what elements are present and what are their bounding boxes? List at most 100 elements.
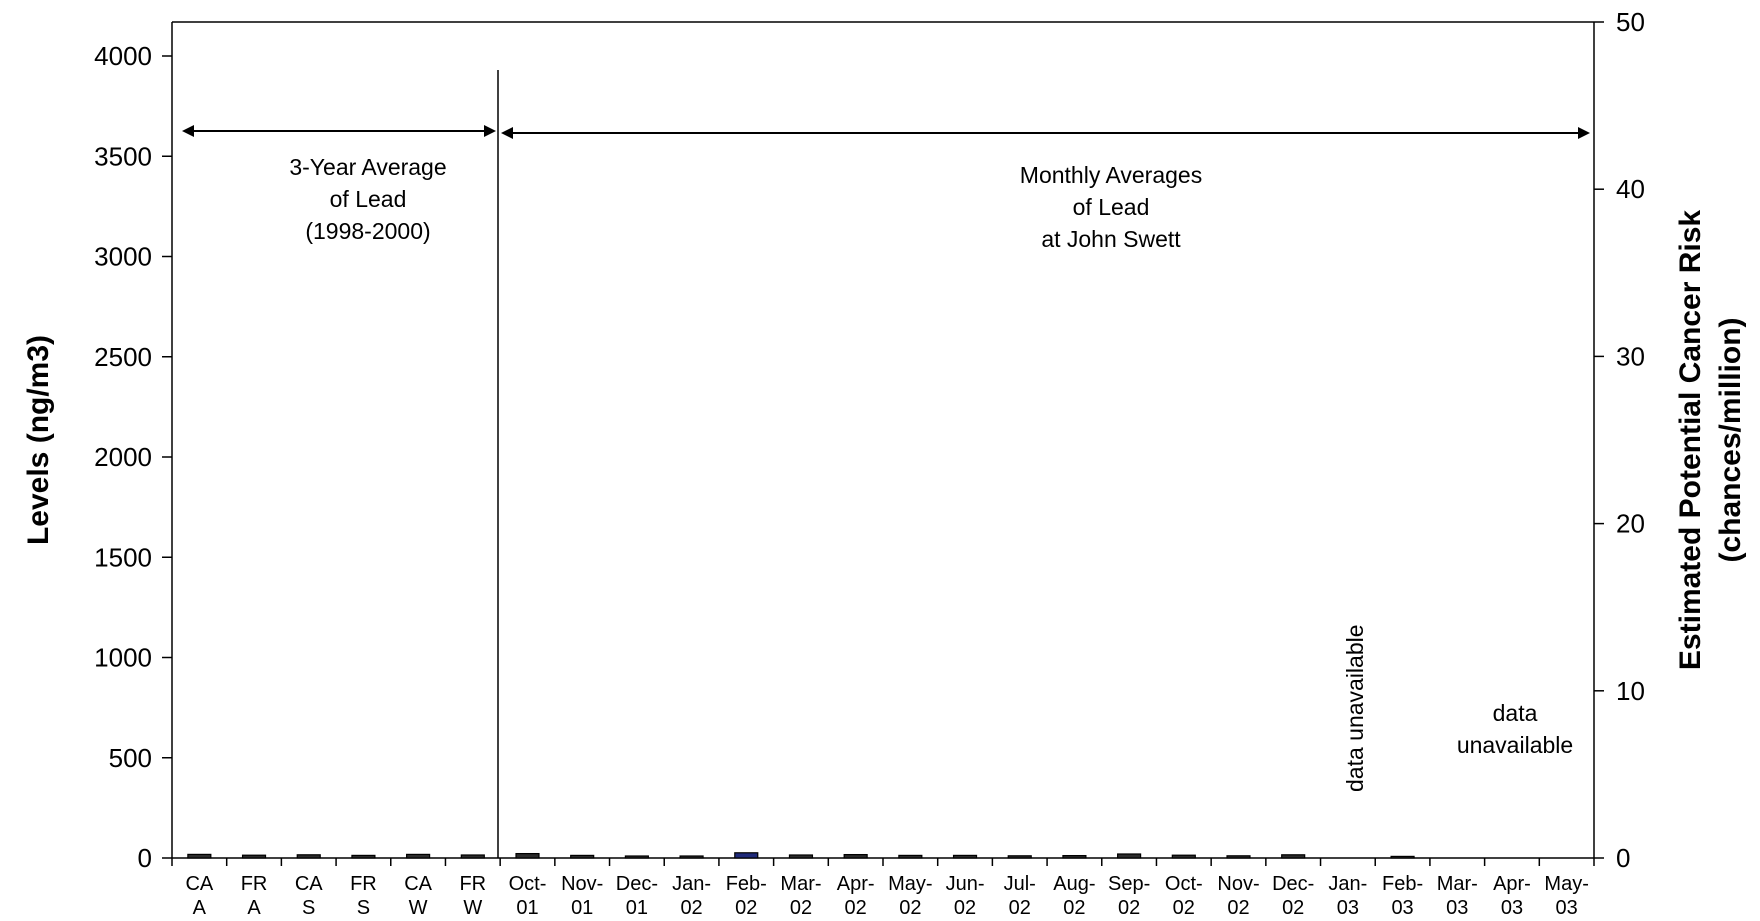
bar: [679, 855, 704, 859]
bar-series: [187, 852, 1415, 859]
x-tick-label: Dec-: [1272, 873, 1314, 895]
x-tick-label: CA: [295, 873, 323, 895]
x-tick-label: 03: [1446, 897, 1468, 919]
bar: [952, 854, 978, 859]
x-tick-label: 01: [626, 897, 648, 919]
mar-may03-unavailable-note-line2: unavailable: [1457, 732, 1573, 758]
bar: [241, 854, 267, 859]
x-tick-label: 03: [1556, 897, 1578, 919]
x-tick-label: CA: [404, 873, 432, 895]
x-tick-label: A: [193, 897, 207, 919]
left-span-label-line3: (1998-2000): [305, 218, 430, 244]
bar: [296, 854, 321, 859]
x-tick-label: S: [357, 897, 370, 919]
y-tick-label: 1000: [94, 643, 152, 673]
y2-axis-ticks: 0 10 20 30 40 50: [1594, 7, 1645, 873]
bar: [1281, 854, 1306, 859]
y-tick-label: 4000: [94, 41, 152, 71]
x-tick-label: A: [247, 897, 261, 919]
x-tick-label: 02: [1118, 897, 1140, 919]
x-tick-label: 02: [790, 897, 812, 919]
y-tick-label: 2000: [94, 442, 152, 472]
x-tick-label: 02: [845, 897, 867, 919]
bar: [460, 854, 485, 859]
x-tick-label: Nov-: [1217, 873, 1259, 895]
x-axis-ticks: CAAFRACASFRSCAWFRWOct-01Nov-01Dec-01Jan-…: [171, 858, 1595, 919]
x-tick-label: 01: [516, 897, 538, 919]
x-tick-label: 02: [1063, 897, 1085, 919]
bar: [898, 854, 923, 859]
x-tick-label: Jun-: [946, 873, 985, 895]
y-tick-label: 500: [109, 743, 152, 773]
x-tick-label: Sep-: [1108, 873, 1150, 895]
x-tick-label: May-: [1544, 873, 1588, 895]
bar: [1390, 855, 1415, 859]
x-tick-label: 03: [1391, 897, 1413, 919]
mar-may03-unavailable-note-line1: data: [1493, 700, 1538, 726]
bar: [1062, 854, 1087, 859]
x-tick-label: 02: [1009, 897, 1031, 919]
x-tick-label: Oct-: [1165, 873, 1203, 895]
x-tick-label: FR: [350, 873, 377, 895]
x-tick-label: W: [463, 897, 482, 919]
x-tick-label: 02: [1282, 897, 1304, 919]
y-tick-label: 0: [138, 843, 152, 873]
y2-tick-label: 30: [1616, 341, 1645, 371]
y-axis-title: Levels (ng/m3): [22, 335, 55, 545]
x-tick-label: Mar-: [1437, 873, 1478, 895]
x-tick-label: May-: [888, 873, 932, 895]
y2-axis-title-line1: Estimated Potential Cancer Risk: [1674, 210, 1707, 670]
bar: [1007, 855, 1032, 859]
x-tick-label: 02: [1227, 897, 1249, 919]
bar: [406, 853, 431, 859]
x-tick-label: Aug-: [1053, 873, 1095, 895]
x-tick-label: 02: [1173, 897, 1195, 919]
bar: [515, 852, 540, 859]
bar: [1117, 853, 1142, 859]
x-tick-label: W: [409, 897, 428, 919]
x-tick-label: Jul-: [1004, 873, 1036, 895]
x-tick-label: Mar-: [780, 873, 821, 895]
bar: [570, 854, 595, 859]
y2-tick-label: 40: [1616, 174, 1645, 204]
bar: [187, 853, 212, 859]
bar: [843, 853, 868, 859]
x-tick-label: Oct-: [509, 873, 547, 895]
y-axis-ticks: 0 500 1000 1500 2000 2500 3000 3500 4000: [94, 41, 172, 873]
x-tick-label: FR: [459, 873, 486, 895]
x-tick-label: Jan-: [1328, 873, 1367, 895]
x-tick-label: 02: [954, 897, 976, 919]
y-tick-label: 2500: [94, 342, 152, 372]
jan03-unavailable-note: data unavailable: [1342, 624, 1368, 792]
x-tick-label: Dec-: [616, 873, 658, 895]
right-span-label-line2: of Lead: [1073, 194, 1150, 220]
bar: [1226, 855, 1251, 859]
x-tick-label: Apr-: [837, 873, 875, 895]
x-tick-label: 02: [735, 897, 757, 919]
x-tick-label: Feb-: [1382, 873, 1423, 895]
y2-tick-label: 10: [1616, 676, 1645, 706]
left-span-label-line1: 3-Year Average: [289, 154, 446, 180]
x-tick-label: 02: [680, 897, 702, 919]
x-tick-label: 03: [1337, 897, 1359, 919]
y-tick-label: 3000: [94, 242, 152, 272]
y-tick-label: 3500: [94, 141, 152, 171]
bar: [788, 854, 814, 859]
x-tick-label: Apr-: [1493, 873, 1531, 895]
bar: [351, 854, 376, 859]
y2-axis-title-line2: (chances/million): [1714, 317, 1747, 562]
x-tick-label: FR: [241, 873, 268, 895]
left-span-label-line2: of Lead: [330, 186, 407, 212]
bar: [1171, 854, 1196, 859]
y2-tick-label: 20: [1616, 509, 1645, 539]
y2-tick-label: 0: [1616, 843, 1630, 873]
x-tick-label: 02: [899, 897, 921, 919]
x-tick-label: Feb-: [726, 873, 767, 895]
right-span-label-line3: at John Swett: [1041, 226, 1181, 252]
x-tick-label: S: [302, 897, 315, 919]
y-tick-label: 1500: [94, 542, 152, 572]
right-span-label-line1: Monthly Averages: [1020, 162, 1202, 188]
y2-tick-label: 50: [1616, 7, 1645, 37]
x-tick-label: Nov-: [561, 873, 603, 895]
